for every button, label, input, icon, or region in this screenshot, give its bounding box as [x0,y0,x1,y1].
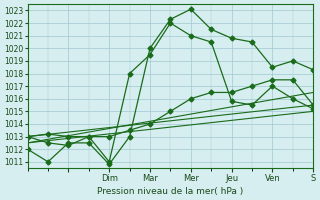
X-axis label: Pression niveau de la mer( hPa ): Pression niveau de la mer( hPa ) [97,187,244,196]
